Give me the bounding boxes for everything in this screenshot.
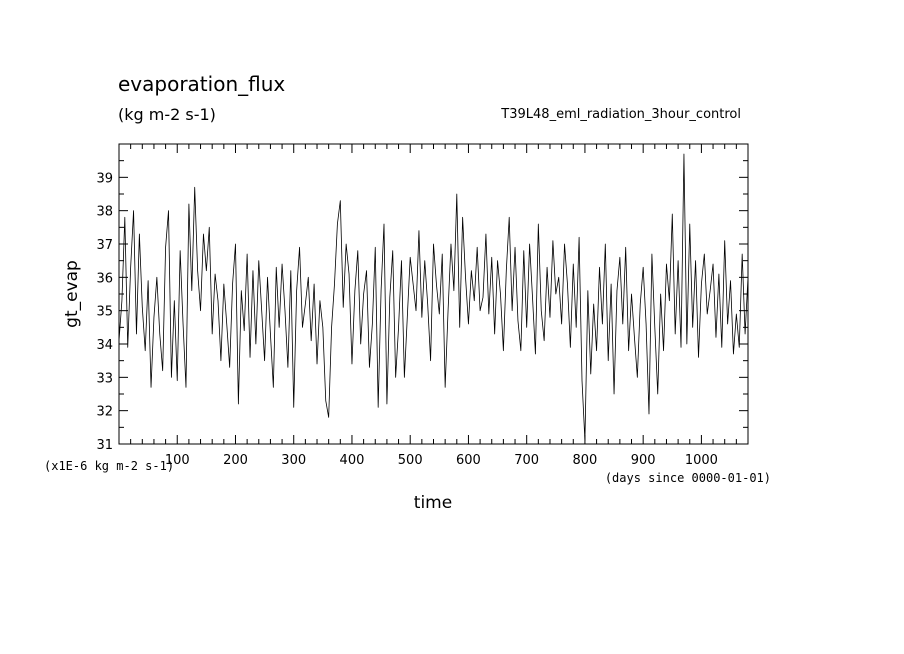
- y-axis-unit: (x1E-6 kg m-2 s-1): [44, 459, 174, 473]
- x-tick-label: 400: [340, 453, 365, 468]
- y-tick-label: 37: [96, 238, 113, 253]
- y-tick-label: 32: [96, 405, 113, 420]
- x-tick-label: 800: [573, 453, 598, 468]
- y-tick-label: 38: [96, 205, 113, 220]
- series-line-gt-evap: [118, 153, 749, 442]
- y-tick-label: 39: [96, 171, 113, 186]
- x-tick-label: 200: [223, 453, 248, 468]
- x-tick-label: 700: [514, 453, 539, 468]
- y-tick-label: 31: [96, 438, 113, 453]
- experiment-label: T39L48_eml_radiation_3hour_control: [500, 107, 741, 122]
- chart-title: evaporation_flux: [118, 72, 285, 96]
- chart-subtitle: (kg m-2 s-1): [118, 105, 216, 124]
- y-tick-label: 34: [96, 338, 113, 353]
- y-axis-tick-labels: 31 32 33 34 35 36 37 38 39: [96, 171, 113, 453]
- x-axis-label: time: [414, 493, 452, 513]
- y-tick-label: 35: [96, 305, 113, 320]
- x-tick-label: 1000: [685, 453, 718, 468]
- x-axis-ticks: [130, 144, 737, 444]
- x-tick-label: 100: [165, 453, 190, 468]
- y-tick-label: 33: [96, 371, 113, 386]
- x-tick-label: 600: [456, 453, 481, 468]
- x-axis-tick-labels: 100 200 300 400 500 600 700 800 900 1000: [165, 453, 718, 468]
- x-axis-unit: (days since 0000-01-01): [605, 471, 771, 485]
- x-tick-label: 500: [398, 453, 423, 468]
- y-tick-label: 36: [96, 271, 113, 286]
- x-tick-label: 300: [281, 453, 306, 468]
- x-tick-label: 900: [631, 453, 656, 468]
- y-axis-label: gt_evap: [62, 260, 82, 328]
- chart-titles: evaporation_flux (kg m-2 s-1) T39L48_eml…: [118, 72, 741, 124]
